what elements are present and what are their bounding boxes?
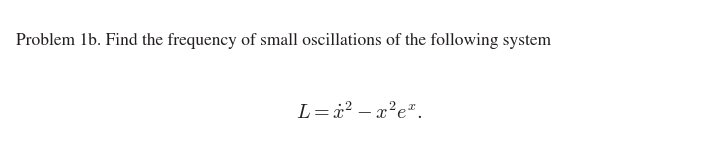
Text: Problem 1b. Find the frequency of small oscillations of the following system: Problem 1b. Find the frequency of small … — [16, 33, 551, 48]
Text: $L = \dot{x}^2 - x^2 e^x.$: $L = \dot{x}^2 - x^2 e^x.$ — [296, 102, 423, 123]
